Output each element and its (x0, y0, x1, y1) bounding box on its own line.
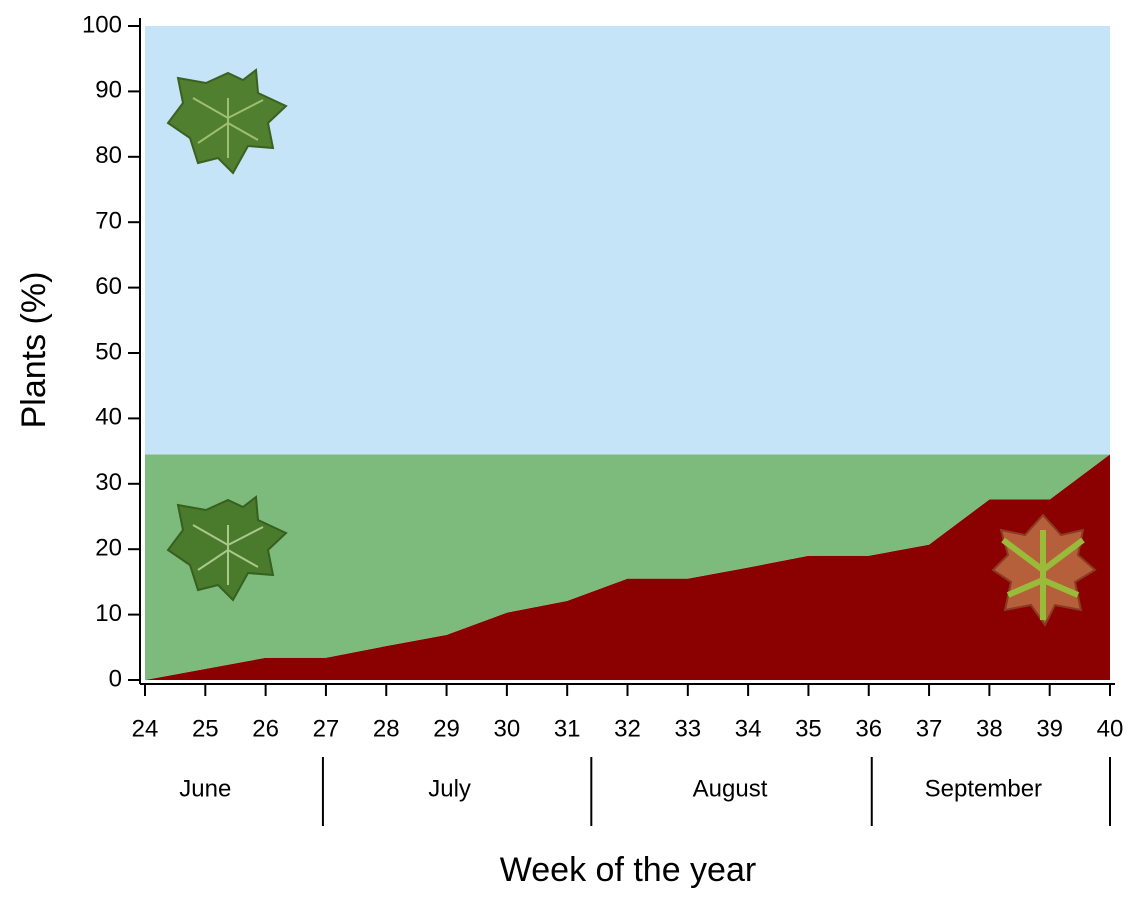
month-label: July (428, 775, 471, 802)
y-tick-label: 20 (95, 535, 122, 562)
y-tick-label: 30 (95, 469, 122, 496)
month-label: September (925, 775, 1042, 802)
y-tick-label: 100 (82, 11, 122, 38)
x-tick-label: 33 (674, 715, 701, 742)
y-tick-label: 80 (95, 142, 122, 169)
leaf-icon (166, 68, 288, 175)
y-tick-label: 0 (109, 665, 122, 692)
y-tick-label: 60 (95, 273, 122, 300)
x-tick-label: 35 (795, 715, 822, 742)
y-tick-label: 10 (95, 600, 122, 627)
x-tick-label: 25 (192, 715, 219, 742)
x-tick-label: 27 (313, 715, 340, 742)
x-tick-label: 30 (494, 715, 521, 742)
x-tick-label: 34 (735, 715, 762, 742)
leaf-icons (166, 68, 1097, 627)
x-tick-label: 31 (554, 715, 581, 742)
x-tick-label: 37 (916, 715, 943, 742)
area (145, 454, 1110, 680)
month-label: August (693, 775, 768, 802)
x-axis-title: Week of the year (500, 851, 756, 889)
x-tick-label: 36 (855, 715, 882, 742)
leaf-icon (991, 513, 1097, 627)
x-tick-label: 26 (252, 715, 279, 742)
x-tick-label: 32 (614, 715, 641, 742)
y-tick-label: 90 (95, 77, 122, 104)
area (145, 26, 1110, 455)
month-label: June (179, 775, 231, 802)
areas (145, 26, 1110, 680)
axes: 0 10 20 30 40 50 60 70 80 90 100 24 25 26 27 28 29 30 31 32… (82, 11, 1123, 826)
area (145, 454, 1110, 680)
x-tick-label: 38 (976, 715, 1003, 742)
x-tick-label: 24 (132, 715, 159, 742)
x-tick-label: 29 (433, 715, 460, 742)
y-tick-label: 70 (95, 208, 122, 235)
x-tick-label: 40 (1097, 715, 1124, 742)
leaf-icon (166, 495, 288, 602)
x-tick-label: 28 (373, 715, 400, 742)
y-tick-label: 40 (95, 404, 122, 431)
y-axis-title: Plants (%) (15, 272, 53, 429)
x-tick-label: 39 (1036, 715, 1063, 742)
y-tick-label: 50 (95, 338, 122, 365)
